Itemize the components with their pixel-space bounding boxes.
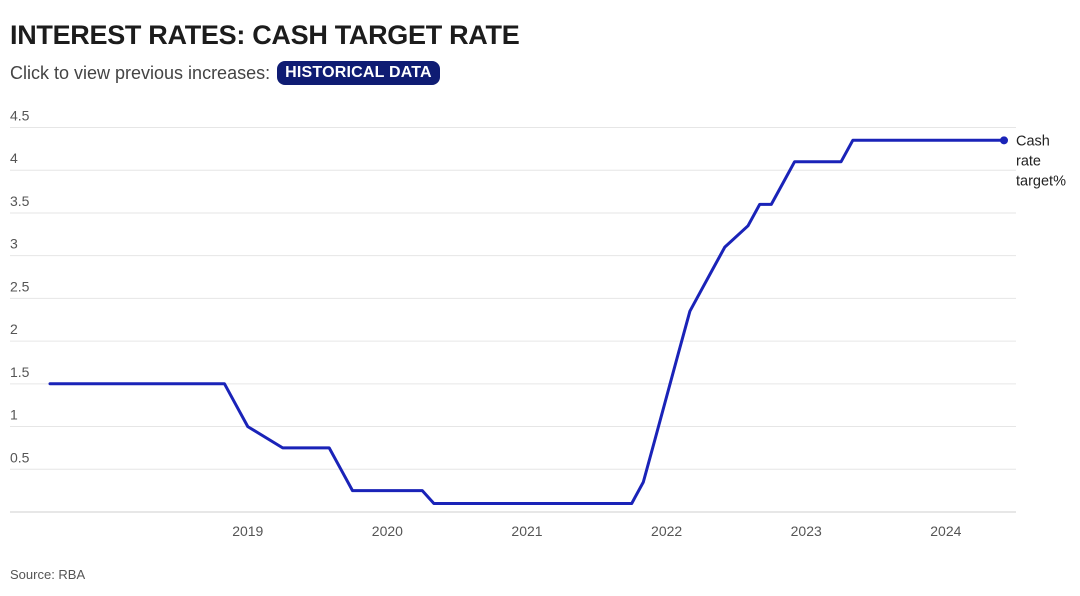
source-note: Source: RBA xyxy=(10,567,86,582)
y-tick-label: 3.5 xyxy=(10,193,30,209)
chart-title: INTEREST RATES: CASH TARGET RATE xyxy=(10,20,520,50)
x-tick-label: 2019 xyxy=(232,523,263,539)
series-line xyxy=(48,138,1006,505)
series-group: Cash rate target% xyxy=(48,133,1066,505)
x-tick-label: 2021 xyxy=(511,523,542,539)
series-label: Cash rate target% xyxy=(1016,133,1066,189)
y-tick-label: 1 xyxy=(10,407,18,423)
y-tick-label: 2 xyxy=(10,321,18,337)
subtitle-row: Click to view previous increases: HISTOR… xyxy=(10,61,440,85)
x-axis-ticks: 2019 2020 2021 2022 2023 2024 xyxy=(232,523,961,539)
y-tick-label: 0.5 xyxy=(10,449,30,465)
x-tick-label: 2022 xyxy=(651,523,682,539)
y-tick-label: 1.5 xyxy=(10,364,30,380)
series-end-point xyxy=(1000,136,1008,145)
x-tick-label: 2020 xyxy=(372,523,403,539)
historical-data-button[interactable]: HISTORICAL DATA xyxy=(277,61,440,85)
y-tick-label: 4.5 xyxy=(10,108,30,124)
x-tick-label: 2023 xyxy=(791,523,822,539)
gridlines xyxy=(10,127,1016,470)
y-tick-label: 2.5 xyxy=(10,278,30,294)
y-tick-label: 4 xyxy=(10,150,18,166)
y-axis-ticks: 0.5 1 1.5 2 2.5 3 3.5 4 4.5 xyxy=(10,108,30,466)
y-tick-label: 3 xyxy=(10,236,18,252)
x-tick-label: 2024 xyxy=(930,523,961,539)
subtitle-text: Click to view previous increases: xyxy=(10,62,271,83)
